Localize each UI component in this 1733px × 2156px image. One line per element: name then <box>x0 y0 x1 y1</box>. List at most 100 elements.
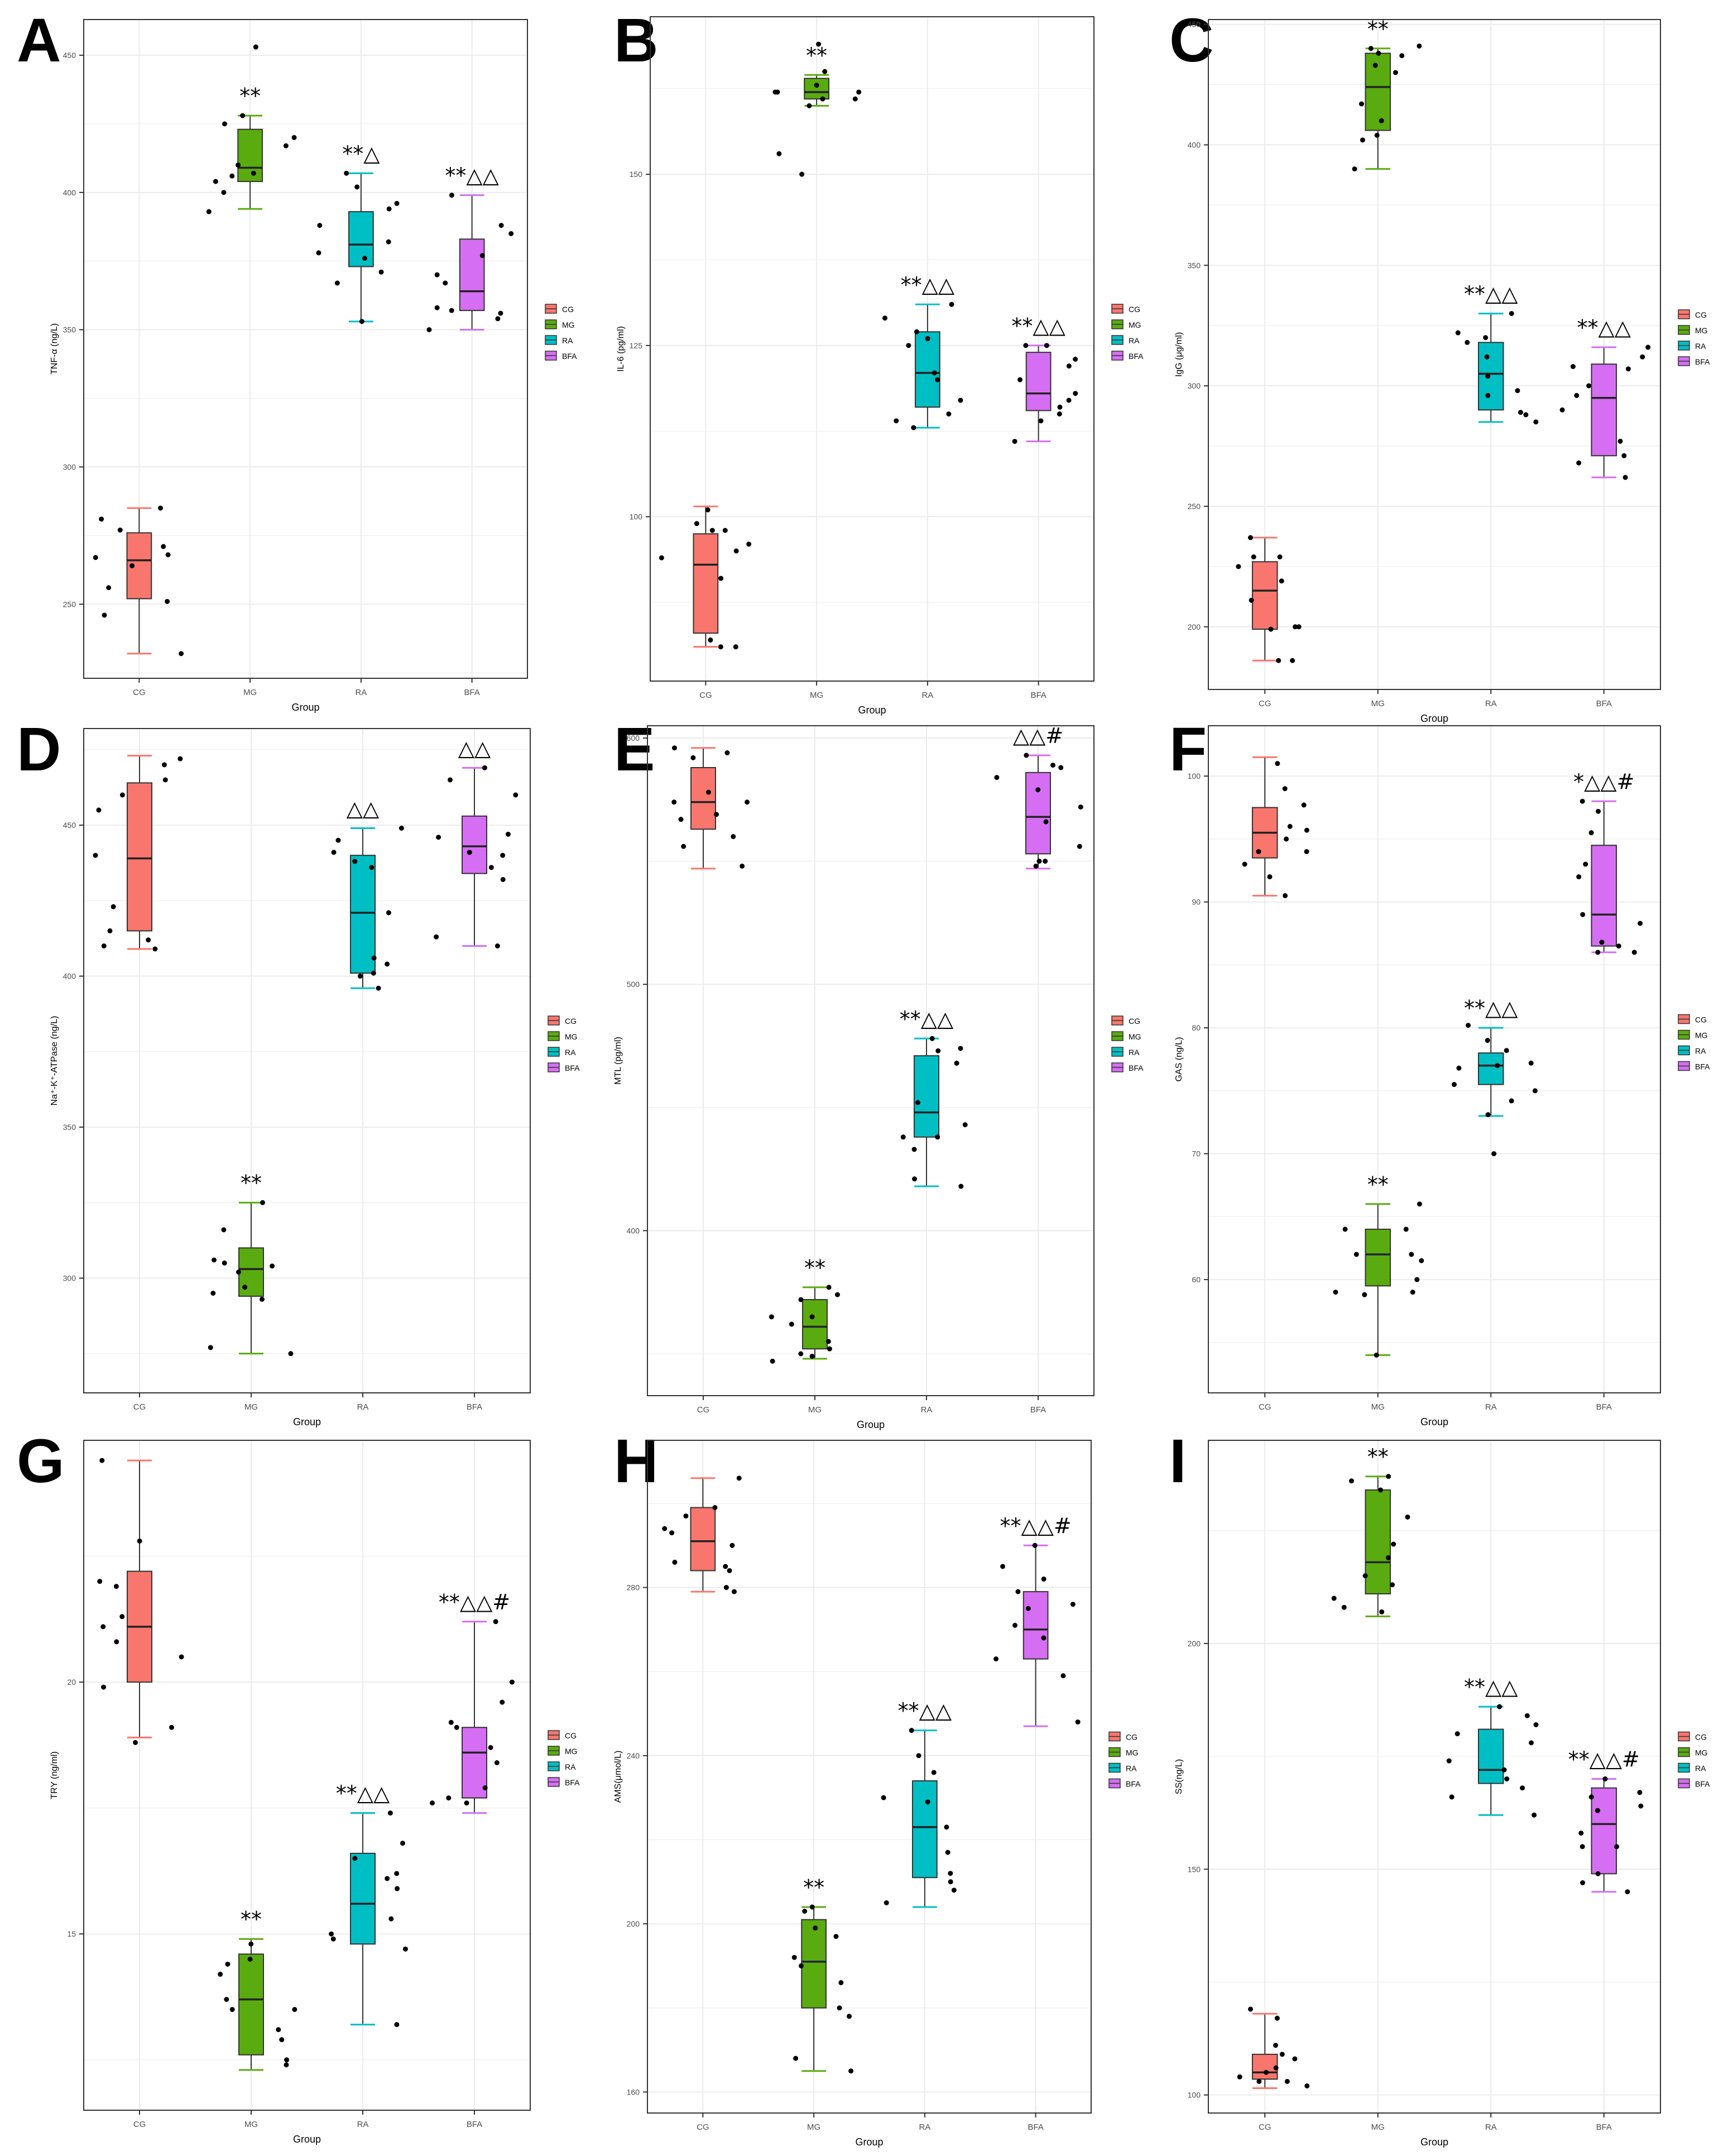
y-tick-label: 200 <box>1188 622 1201 631</box>
data-point <box>1012 439 1017 444</box>
data-point <box>500 852 506 858</box>
data-point <box>352 1856 358 1861</box>
data-point <box>958 1184 964 1189</box>
data-point <box>352 859 358 864</box>
x-axis-title: Group <box>855 2136 883 2148</box>
data-point <box>386 206 392 212</box>
legend-label-ra: RA <box>1129 1048 1140 1057</box>
y-axis-title: SS(ng/L) <box>1174 1759 1184 1794</box>
data-point <box>279 2037 285 2043</box>
data-point <box>1595 1871 1601 1876</box>
x-tick-label: CG <box>697 2123 709 2132</box>
data-point <box>681 844 687 849</box>
data-point <box>498 223 504 228</box>
x-axis-title: Group <box>1420 2136 1448 2148</box>
data-point <box>935 1134 940 1140</box>
box-ra <box>1477 313 1504 423</box>
data-point <box>1520 1785 1525 1791</box>
data-point <box>1292 2056 1298 2062</box>
data-point <box>993 1656 999 1662</box>
data-point <box>1485 373 1491 379</box>
data-point <box>454 1724 459 1730</box>
data-point <box>911 425 916 430</box>
significance-label: ** <box>241 1171 262 1195</box>
data-point <box>1405 1514 1410 1520</box>
data-point <box>1282 786 1288 792</box>
data-point <box>946 411 952 417</box>
data-point <box>1456 1065 1462 1071</box>
data-point <box>344 170 349 176</box>
data-point <box>1528 1060 1534 1066</box>
data-point <box>912 1176 918 1182</box>
y-tick-label: 100 <box>630 512 643 521</box>
data-point <box>1247 535 1253 540</box>
data-point <box>1237 2074 1242 2080</box>
x-tick-label: CG <box>1259 699 1271 708</box>
data-point <box>1360 137 1365 143</box>
data-point <box>949 301 954 307</box>
significance-label: **△△ <box>1577 315 1631 340</box>
data-point <box>1599 940 1605 945</box>
box-cg <box>693 505 719 648</box>
data-point <box>909 1728 914 1733</box>
data-point <box>733 548 739 554</box>
legend-label-mg: MG <box>565 1747 578 1756</box>
data-point <box>1583 861 1588 867</box>
legend-label-mg: MG <box>1126 1748 1139 1757</box>
x-tick-label: RA <box>357 2120 369 2129</box>
panel-letter: I <box>1169 1427 1187 1496</box>
legend-label-mg: MG <box>562 320 575 329</box>
data-point <box>137 1538 142 1544</box>
data-point <box>387 1810 393 1816</box>
data-point <box>718 576 724 581</box>
plot-frame <box>83 728 531 1393</box>
x-tick-label: RA <box>921 691 933 700</box>
data-point <box>825 1339 831 1344</box>
panel-letter: A <box>17 6 61 75</box>
data-point <box>385 1876 390 1881</box>
box-body <box>1365 52 1391 131</box>
legend-label-cg: CG <box>1129 305 1140 314</box>
data-point <box>793 2056 799 2061</box>
data-point <box>822 69 828 74</box>
data-point <box>929 1036 935 1041</box>
data-point <box>467 850 472 855</box>
legend-label-mg: MG <box>1695 1748 1708 1757</box>
y-tick-label: 500 <box>627 980 640 989</box>
box-body <box>1477 1052 1504 1085</box>
data-point <box>1580 1880 1586 1886</box>
plot-frame <box>650 16 1094 682</box>
data-point <box>705 507 711 512</box>
significance-label: **△△# <box>1568 1747 1640 1772</box>
data-point <box>284 2062 289 2068</box>
box-cg <box>1251 2013 1278 2090</box>
data-point <box>1236 564 1241 569</box>
plot-frame <box>647 1440 1092 2114</box>
data-point <box>776 151 782 156</box>
legend: CG MG RA BFA <box>1111 1015 1144 1072</box>
legend-label-bfa: BFA <box>1695 1062 1710 1071</box>
data-point <box>1614 1844 1620 1850</box>
box-bfa <box>1025 754 1051 870</box>
box-ra <box>915 303 940 429</box>
box-body <box>1591 845 1617 947</box>
y-tick-label: 125 <box>630 341 643 350</box>
legend-label-cg: CG <box>562 305 574 314</box>
data-point <box>386 910 391 916</box>
significance-label: ** <box>241 1907 262 1932</box>
data-point <box>1410 1290 1415 1295</box>
data-point <box>683 1513 689 1519</box>
data-point <box>1058 765 1064 770</box>
x-tick-label: MG <box>808 1405 822 1415</box>
data-point <box>284 2057 290 2063</box>
data-point <box>426 327 432 333</box>
legend-label-bfa: BFA <box>565 1063 580 1072</box>
data-point <box>1043 859 1048 864</box>
box-mg <box>238 1201 264 1355</box>
box-body <box>912 1780 938 1879</box>
plot-frame <box>1208 19 1661 690</box>
data-point <box>931 1770 937 1775</box>
data-point <box>1485 1112 1491 1118</box>
data-point <box>834 1292 840 1297</box>
chart-panel-e: E 400 500 600 CG MG RA BFA Group MTL (pg/ml) ** **△… <box>613 715 1144 1430</box>
